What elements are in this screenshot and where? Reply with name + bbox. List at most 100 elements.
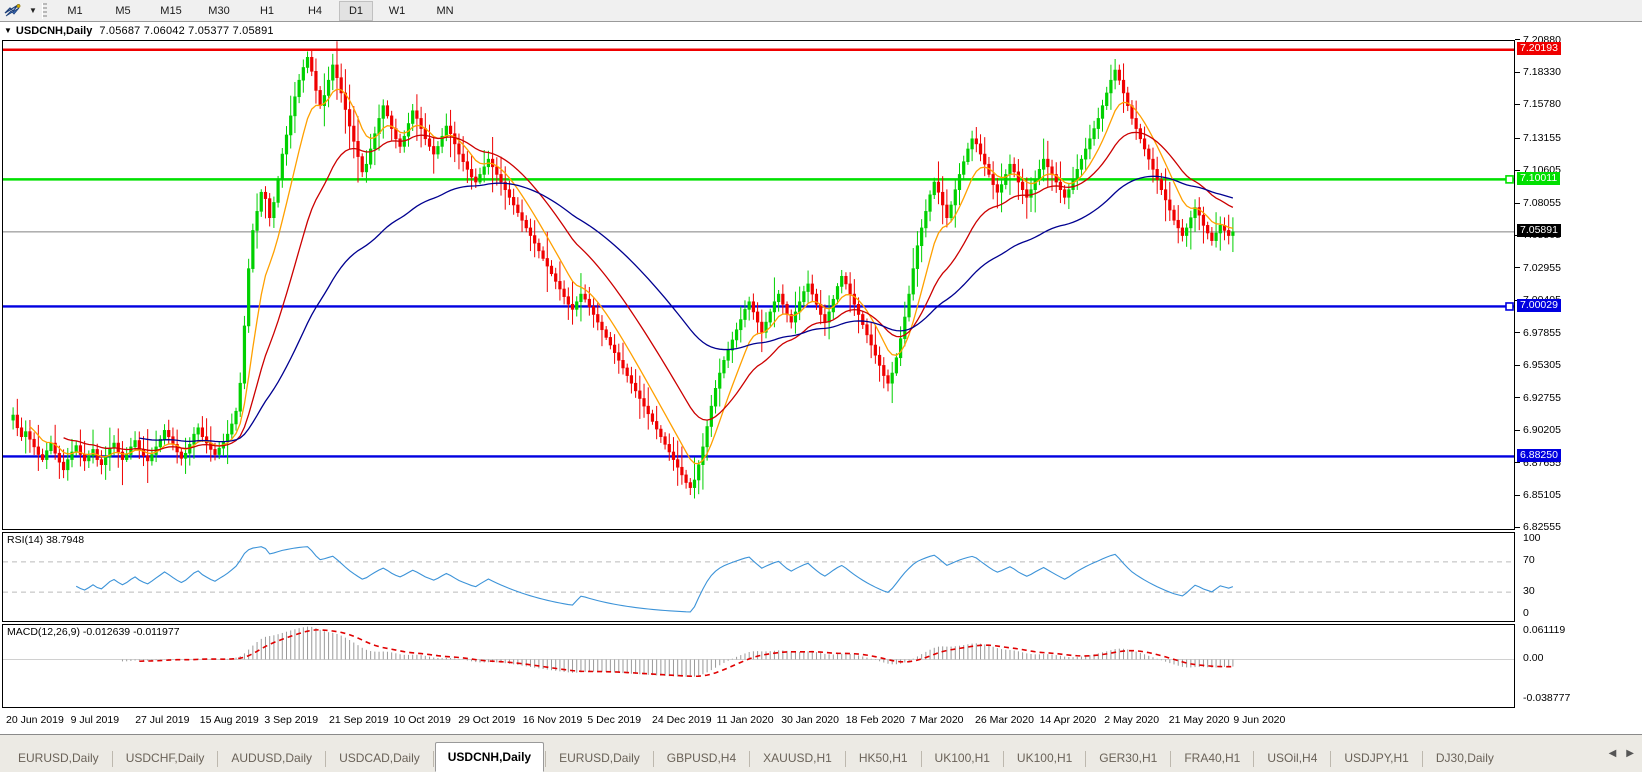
macd-tick-label: 0.00 <box>1523 651 1544 664</box>
rsi-tick-label: 30 <box>1523 584 1535 597</box>
last-price-label[interactable]: 7.05891 <box>1517 224 1561 238</box>
time-tick-label: 29 Oct 2019 <box>458 714 516 726</box>
rsi-tick-label: 100 <box>1523 531 1541 544</box>
macd-pane[interactable]: MACD(12,26,9) -0.012639 -0.011977 <box>2 624 1515 708</box>
timeframe-m1[interactable]: M1 <box>67 4 83 17</box>
price-tick-label: 6.90205 <box>1515 425 1561 436</box>
price-tick-label: 6.82555 <box>1515 522 1561 533</box>
chart-tab-usoil-h4[interactable]: USOil,H4 <box>1267 751 1318 765</box>
tab-separator <box>1421 751 1423 767</box>
chart-header: ▼ USDCNH,Daily 7.05687 7.06042 7.05377 7… <box>2 24 274 37</box>
rsi-chart-canvas[interactable] <box>3 533 1514 621</box>
chart-ohlc-values: 7.05687 7.06042 7.05377 7.05891 <box>99 24 274 37</box>
chart-tab-gbpusd-h4[interactable]: GBPUSD,H4 <box>666 751 737 765</box>
price-pane[interactable] <box>2 40 1515 530</box>
tab-separator <box>920 751 922 767</box>
indicators-icon[interactable] <box>0 1 26 21</box>
time-tick-label: 9 Jun 2020 <box>1233 714 1286 726</box>
chart-tab-xauusd-h1[interactable]: XAUUSD,H1 <box>763 751 832 765</box>
tab-scroll-right-icon[interactable]: ▶ <box>1626 747 1634 759</box>
macd-tick-label: -0.038777 <box>1523 691 1571 704</box>
time-tick-label: 21 May 2020 <box>1168 714 1230 726</box>
time-tick-label: 21 Sep 2019 <box>329 714 389 726</box>
timeframe-m15[interactable]: M15 <box>160 4 182 17</box>
chart-tab-usdjpy-h1[interactable]: USDJPY,H1 <box>1344 751 1409 765</box>
tab-nav: ◀ ▶ <box>1609 734 1642 772</box>
time-tick-label: 18 Feb 2020 <box>845 714 905 726</box>
rsi-label: RSI(14) 38.7948 <box>7 534 85 546</box>
tab-separator <box>217 751 219 767</box>
macd-label: MACD(12,26,9) -0.012639 -0.011977 <box>7 626 180 638</box>
tab-separator <box>1002 751 1004 767</box>
price-tick-label: 7.20880 <box>1515 34 1561 46</box>
price-tick-label: 7.18330 <box>1515 66 1561 78</box>
resistance-level-label[interactable]: 7.20193 <box>1517 42 1561 56</box>
price-scale[interactable]: 7.20880 7.18330 7.15780 7.13155 7.10605 7.080… <box>1515 34 1640 708</box>
rsi-tick-label: 70 <box>1523 554 1535 567</box>
chart-tab-eurusd-daily[interactable]: EURUSD,Daily <box>559 751 640 765</box>
price-tick-label: 6.92755 <box>1515 392 1561 404</box>
chart-tab-uk100-h1[interactable]: UK100,H1 <box>934 751 990 765</box>
time-tick-label: 16 Nov 2019 <box>522 714 583 726</box>
chart-tab-uk100-h1[interactable]: UK100,H1 <box>1016 751 1073 765</box>
price-tick-label: 6.87655 <box>1515 457 1561 469</box>
macd-chart-canvas[interactable] <box>3 625 1514 707</box>
rsi-pane[interactable]: RSI(14) 38.7948 <box>2 532 1515 622</box>
chart-tab-usdcnh-daily[interactable]: USDCNH,Daily <box>434 742 545 772</box>
chart-tab-hk50-h1[interactable]: HK50,H1 <box>858 751 908 765</box>
chart-tab-usdchf-daily[interactable]: USDCHF,Daily <box>125 751 205 765</box>
timeframe-h4[interactable]: H4 <box>307 4 323 17</box>
time-tick-label: 10 Oct 2019 <box>393 714 451 726</box>
chart-symbol-label: USDCNH,Daily <box>15 24 93 37</box>
chart-tab-eurusd-daily[interactable]: EURUSD,Daily <box>18 751 99 765</box>
timeframe-m5[interactable]: M5 <box>115 4 131 17</box>
chart-tab-usdcad-daily[interactable]: USDCAD,Daily <box>339 751 420 765</box>
chart-tab-audusd-daily[interactable]: AUDUSD,Daily <box>231 751 313 765</box>
price-chart-canvas[interactable] <box>3 41 1514 529</box>
tab-separator <box>545 751 547 767</box>
blue-level-lower-label[interactable]: 6.88250 <box>1517 448 1561 462</box>
chart-tab-ger30-h1[interactable]: GER30,H1 <box>1099 751 1158 765</box>
tab-separator <box>1085 751 1087 767</box>
tab-separator <box>325 751 327 767</box>
price-tick-label: 6.85105 <box>1515 489 1561 501</box>
price-tick-label: 7.08055 <box>1515 197 1561 209</box>
timeframe-h1[interactable]: H1 <box>259 4 275 17</box>
time-tick-label: 9 Jul 2019 <box>70 714 120 726</box>
price-tick-label: 7.02955 <box>1515 262 1561 274</box>
tab-separator <box>1253 751 1255 767</box>
time-tick-label: 3 Sep 2019 <box>264 714 319 726</box>
timeframe-d1[interactable]: D1 <box>339 0 373 21</box>
time-tick-label: 2 May 2020 <box>1104 714 1160 726</box>
rsi-tick-label: 0 <box>1523 607 1529 620</box>
time-tick-label: 26 Mar 2020 <box>975 714 1034 726</box>
chart-tab-dj30-daily[interactable]: DJ30,Daily <box>1435 751 1494 765</box>
price-tick-label: 7.13155 <box>1515 132 1561 144</box>
tab-separator <box>432 751 434 767</box>
tab-separator <box>1330 751 1332 767</box>
price-tick-label: 6.95305 <box>1515 360 1561 371</box>
green-level-label[interactable]: 7.10011 <box>1517 171 1561 185</box>
time-tick-label: 5 Dec 2019 <box>587 714 642 726</box>
dropdown-caret-icon[interactable]: ▼ <box>29 6 37 15</box>
price-tick-label: 6.97855 <box>1515 327 1561 339</box>
time-tick-label: 24 Dec 2019 <box>652 714 712 726</box>
tab-separator <box>844 751 846 767</box>
time-tick-label: 11 Jan 2020 <box>716 714 774 726</box>
chart-window[interactable]: ▼ USDCNH,Daily 7.05687 7.06042 7.05377 7… <box>0 22 1642 734</box>
toolbar-grip[interactable] <box>42 2 47 19</box>
time-axis: 20 Jun 2019 9 Jul 2019 27 Jul 2019 15 Aug 2… <box>2 710 1515 730</box>
macd-tick-label: 0.061119 <box>1523 623 1566 636</box>
chart-collapse-icon[interactable]: ▼ <box>4 26 12 35</box>
price-tick-label: 7.15780 <box>1515 99 1561 110</box>
main-toolbar: ▼ M1 M5 M15 M30 H1 H4 D1 W1 MN <box>0 0 1642 22</box>
time-tick-label: 30 Jan 2020 <box>781 714 839 726</box>
tab-scroll-left-icon[interactable]: ◀ <box>1608 747 1617 759</box>
blue-level-upper-label[interactable]: 7.00029 <box>1517 298 1561 312</box>
chart-tab-fra40-h1[interactable]: FRA40,H1 <box>1184 751 1241 765</box>
timeframe-m30[interactable]: M30 <box>208 4 230 17</box>
timeframe-mn[interactable]: MN <box>436 4 454 17</box>
tab-separator <box>111 751 113 767</box>
time-tick-label: 15 Aug 2019 <box>199 714 259 726</box>
timeframe-w1[interactable]: W1 <box>388 4 406 17</box>
